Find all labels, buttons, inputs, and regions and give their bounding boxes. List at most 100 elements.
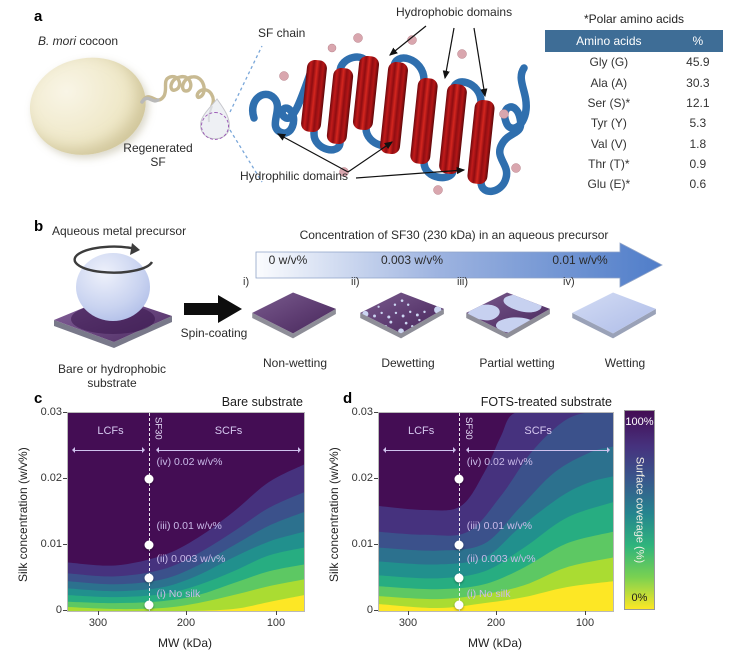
table-row: Glu (E)* 0.6 (545, 174, 723, 194)
cell: 0.9 (689, 157, 707, 172)
cocoon-caption: B. mori cocoon (38, 34, 118, 48)
scfs-range-arrow (466, 445, 611, 454)
table-row: Gly (G) 45.9 (545, 52, 723, 72)
c-xtick-300: 300 (88, 617, 108, 629)
d-xtick-200: 200 (486, 617, 506, 629)
marker-dot-iii (454, 540, 464, 550)
zoom-dashed-lines (229, 45, 263, 183)
ann-iv: (iv) 0.02 w/v% (156, 455, 223, 468)
lcfs-range-arrow (383, 445, 456, 454)
substrate-caption-line1: Bare or hydrophobic (57, 362, 167, 376)
silk-fibre-squiggle (140, 74, 215, 108)
ann-i: (i) No silk (156, 588, 201, 601)
tile-non-wetting (252, 292, 336, 339)
regenerated-line1: Regenerated (123, 141, 193, 155)
cocoon-caption-rest: cocoon (76, 34, 119, 48)
c-ytick-003: 0.03 (40, 406, 62, 418)
lcfs-label: LCFs (407, 424, 435, 437)
colorbar-axis-label: Surface coverage (%) (633, 456, 646, 564)
ann-i: (i) No silk (466, 588, 511, 601)
spin-coating-label: Spin-coating (180, 326, 248, 340)
tile-iii-num: iii) (457, 276, 468, 288)
table-row: Tyr (Y) 5.3 (545, 113, 723, 133)
substrate-caption-line2: substrate (87, 376, 137, 390)
scfs-label: SCFs (214, 424, 243, 437)
cell: Ser (S)* (587, 95, 631, 110)
table-row: Ala (A) 30.3 (545, 72, 723, 92)
tile-partial-wetting (466, 292, 550, 339)
cell: Val (V) (590, 136, 627, 151)
cell: Gly (G) (589, 55, 629, 70)
contour-plot-fots: LCFs SCFs SF30 (iv) 0.02 w/v% (iii) 0.01… (378, 412, 614, 612)
cell: Ala (A) (590, 75, 628, 90)
tile-wetting (572, 292, 656, 339)
tile-i-num: i) (243, 276, 250, 288)
tile-ii-num: ii) (351, 276, 360, 288)
process-arrow (184, 295, 242, 323)
sf30-line-label: SF30 (462, 416, 474, 440)
amino-acid-table-block: *Polar amino acids Amino acids % Gly (G)… (545, 12, 723, 195)
tile-iv-num: iv) (563, 276, 575, 288)
marker-dot-iii (144, 540, 154, 550)
c-xlabel: MW (kDa) (158, 636, 212, 650)
caption-partial-wetting: Partial wetting (479, 356, 555, 370)
d-ytick-002: 0.02 (351, 472, 373, 484)
hydrophilic-chain (248, 53, 530, 195)
amino-acid-table: Amino acids % Gly (G) 45.9 Ala (A) 30.3 Se… (545, 30, 723, 195)
hydrophobic-cylinders (301, 55, 495, 185)
cell: 5.3 (689, 116, 707, 131)
tile-dewetting (360, 292, 444, 339)
scfs-range-arrow (155, 445, 302, 454)
cell: Tyr (Y) (590, 116, 627, 131)
d-ytick-003: 0.03 (351, 406, 373, 418)
hydrophilic-domains-label: Hydrophilic domains (240, 169, 349, 183)
sf-chain-label: SF chain (258, 26, 306, 40)
lcfs-label: LCFs (97, 424, 124, 437)
cell: 30.3 (686, 75, 710, 90)
c-ytick-001: 0.01 (40, 538, 62, 550)
d-xtick-100: 100 (575, 617, 595, 629)
panel-d-title: FOTS-treated substrate (480, 395, 612, 409)
regenerated-sf-caption: Regenerated SF (112, 141, 204, 169)
marker-dot-iv (144, 474, 154, 484)
substrate-edge (54, 316, 172, 348)
sf30-dashed-line (459, 413, 461, 611)
marker-dot-ii (454, 573, 464, 583)
c-ytick-0: 0 (55, 604, 62, 616)
contour-bands-bare (68, 413, 304, 611)
magnifier-dashed-circle (201, 112, 229, 140)
d-ytick-0: 0 (366, 604, 373, 616)
scfs-label: SCFs (524, 424, 552, 437)
ann-ii: (ii) 0.003 w/v% (156, 552, 226, 565)
surface-coverage-colorbar: 100% Surface coverage (%) 0% (624, 410, 655, 610)
contour-bands-fots (379, 413, 613, 611)
colorbar-max-label: 100% (625, 416, 654, 428)
lcfs-range-arrow (72, 445, 146, 454)
d-xlabel: MW (kDa) (468, 636, 522, 650)
conc-label-0: 0 w/v% (268, 253, 308, 267)
table-title: *Polar amino acids (583, 12, 685, 26)
panel-d-ylabel: Silk concentration (w/v%) (327, 447, 341, 583)
marker-dot-ii (144, 573, 154, 583)
ann-iv: (iv) 0.02 w/v% (466, 455, 533, 468)
regenerated-line2: SF (150, 155, 166, 169)
table-row: Val (V) 1.8 (545, 134, 723, 154)
spin-arrowhead (130, 243, 140, 255)
cocoon-species: B. mori (38, 34, 77, 48)
annotation-arrows (276, 25, 488, 179)
hydrophobic-domains-label: Hydrophobic domains (396, 5, 513, 19)
d-xtick-300: 300 (398, 617, 418, 629)
ann-iii: (iii) 0.01 w/v% (466, 519, 533, 532)
panel-c-label: c (34, 390, 43, 407)
polar-residue-dots (279, 33, 521, 195)
spin-arrow (73, 245, 154, 274)
cell: 12.1 (686, 95, 710, 110)
substrate-caption: Bare or hydrophobic substrate (36, 362, 188, 390)
cell: 45.9 (686, 55, 710, 70)
d-ytick-001: 0.01 (351, 538, 373, 550)
cell: Glu (E)* (587, 177, 631, 192)
sf30-dashed-line (148, 413, 150, 611)
c-ytick-002: 0.02 (40, 472, 62, 484)
col-header-percent: % (672, 30, 723, 52)
